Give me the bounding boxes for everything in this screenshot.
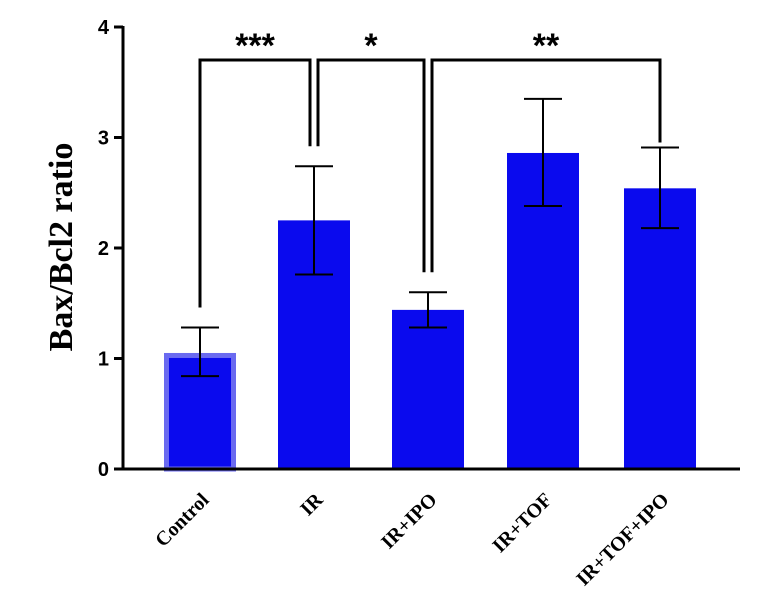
bar xyxy=(392,309,464,469)
y-tick-label: 0 xyxy=(98,459,109,481)
significance-bracket xyxy=(316,58,426,273)
significance-bracket xyxy=(198,58,312,308)
significance-group: *** * ** xyxy=(198,27,662,308)
x-category-label: IR+TOF+IPO xyxy=(572,489,673,590)
error-bars-group xyxy=(181,97,679,378)
y-tick-label: 2 xyxy=(98,238,109,260)
x-category-label: IR+TOF xyxy=(488,489,556,557)
x-category-label: IR+IPO xyxy=(377,489,441,553)
significance-label: ** xyxy=(533,27,560,65)
x-category-label: Control xyxy=(151,489,214,552)
y-tick-label: 3 xyxy=(98,128,109,150)
y-axis-title: Bax/Bcl2 ratio xyxy=(43,143,80,352)
significance-bracket xyxy=(430,58,662,273)
y-tick-label: 1 xyxy=(98,349,109,371)
y-ticks-group: 0 1 2 3 4 xyxy=(98,17,123,481)
significance-label: * xyxy=(364,27,378,65)
bar xyxy=(624,188,696,469)
x-labels-group: Control IR IR+IPO IR+TOF IR+TOF+IPO xyxy=(151,489,673,591)
x-category-label: IR xyxy=(296,489,328,521)
y-tick-label: 4 xyxy=(98,17,110,39)
significance-label: *** xyxy=(235,27,275,65)
